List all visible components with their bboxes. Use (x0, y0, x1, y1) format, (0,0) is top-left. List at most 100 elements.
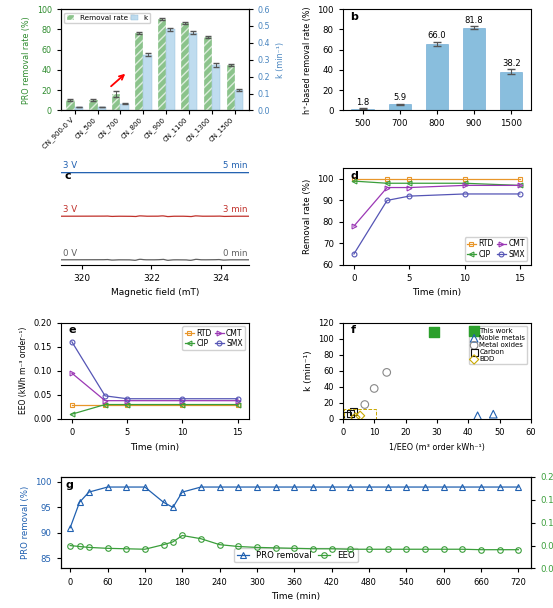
RTD (124, 402, 131, 409)
X-axis label: Time (min): Time (min) (272, 592, 320, 601)
EEO (142, 545, 148, 553)
X-axis label: Time (min): Time (min) (413, 288, 461, 297)
EEO (328, 545, 335, 553)
CIP (406, 179, 413, 187)
Legend: RTD, CIP, CMT, SMX: RTD, CIP, CMT, SMX (182, 326, 245, 350)
Text: d: d (351, 171, 358, 181)
EEO (384, 545, 391, 553)
PRO removal (459, 483, 466, 491)
Line: RTD: RTD (352, 176, 522, 181)
Metal oxides (382, 367, 391, 377)
PRO removal (197, 483, 204, 491)
Y-axis label: PRO removal (%): PRO removal (%) (21, 486, 30, 559)
Bar (500, 72, 523, 111)
CMT (69, 370, 75, 377)
RTD (406, 175, 413, 182)
Line: CIP: CIP (70, 402, 240, 416)
PRO removal (179, 488, 186, 496)
CMT (102, 397, 108, 404)
Metal oxides (370, 384, 379, 393)
Text: 1.8: 1.8 (356, 98, 369, 107)
CMT (179, 397, 186, 404)
CIP (517, 182, 523, 189)
RTD (461, 175, 468, 182)
PRO removal (272, 483, 279, 491)
PRO removal (67, 524, 74, 531)
Legend: PRO removal, EEO: PRO removal, EEO (234, 548, 358, 562)
Bar (212, 65, 221, 111)
X-axis label: Magnetic field (mT): Magnetic field (mT) (111, 288, 199, 297)
Bar (143, 55, 152, 111)
Bar (204, 38, 212, 111)
EEO (310, 545, 316, 553)
EEO (76, 543, 83, 550)
Bar (135, 33, 143, 111)
Bar (66, 100, 75, 111)
Y-axis label: EEO (kWh m⁻³ order⁻¹): EEO (kWh m⁻³ order⁻¹) (19, 327, 28, 415)
Bar (227, 65, 235, 111)
Text: 81.8: 81.8 (465, 16, 483, 24)
PRO removal (76, 499, 83, 506)
Bar (463, 27, 485, 111)
Bar (351, 109, 374, 111)
RTD (234, 402, 241, 409)
CIP (69, 410, 75, 418)
Carbon (346, 409, 355, 418)
Text: 0 min: 0 min (223, 249, 247, 258)
EEO (170, 538, 176, 545)
CMT (461, 182, 468, 189)
Line: CMT: CMT (70, 371, 240, 403)
PRO removal (497, 483, 503, 491)
Bar (189, 33, 197, 111)
RTD (351, 175, 357, 182)
EEO (366, 545, 372, 553)
CIP (124, 401, 131, 408)
Bar (166, 29, 175, 111)
Line: SMX: SMX (70, 339, 240, 401)
EEO (86, 544, 92, 551)
EEO (235, 543, 242, 550)
X-axis label: Time (min): Time (min) (131, 443, 179, 452)
Text: 3 V: 3 V (62, 162, 77, 170)
RTD (384, 175, 390, 182)
This work (429, 327, 438, 337)
EEO (478, 546, 484, 553)
CIP (102, 401, 108, 408)
CMT (517, 182, 523, 189)
SMX (179, 395, 186, 402)
SMX (351, 250, 357, 258)
SMX (461, 190, 468, 198)
SMX (406, 193, 413, 200)
Bar (158, 19, 166, 111)
Bar (235, 90, 243, 111)
CIP (179, 401, 186, 408)
SMX (517, 190, 523, 198)
CIP (461, 179, 468, 187)
Y-axis label: k (min⁻¹): k (min⁻¹) (304, 350, 312, 391)
Bar (345, 409, 375, 418)
Text: 5.9: 5.9 (393, 94, 406, 102)
PRO removal (515, 483, 521, 491)
EEO (160, 541, 167, 548)
EEO (459, 545, 466, 553)
SMX (234, 395, 241, 402)
PRO removal (235, 483, 242, 491)
Text: 5 min: 5 min (223, 162, 247, 170)
Line: SMX: SMX (352, 192, 522, 257)
CMT (234, 397, 241, 404)
Text: 66.0: 66.0 (427, 31, 446, 40)
PRO removal (440, 483, 447, 491)
Bar (389, 105, 411, 111)
Text: e: e (69, 325, 76, 336)
EEO (440, 545, 447, 553)
BDD (356, 411, 364, 421)
Bar (426, 44, 448, 111)
CMT (384, 184, 390, 191)
Carbon (349, 407, 358, 416)
Noble metals (473, 411, 482, 421)
PRO removal (347, 483, 354, 491)
Y-axis label: Removal rate (%): Removal rate (%) (303, 179, 312, 254)
Carbon (343, 411, 352, 421)
PRO removal (123, 483, 129, 491)
PRO removal (170, 504, 176, 511)
